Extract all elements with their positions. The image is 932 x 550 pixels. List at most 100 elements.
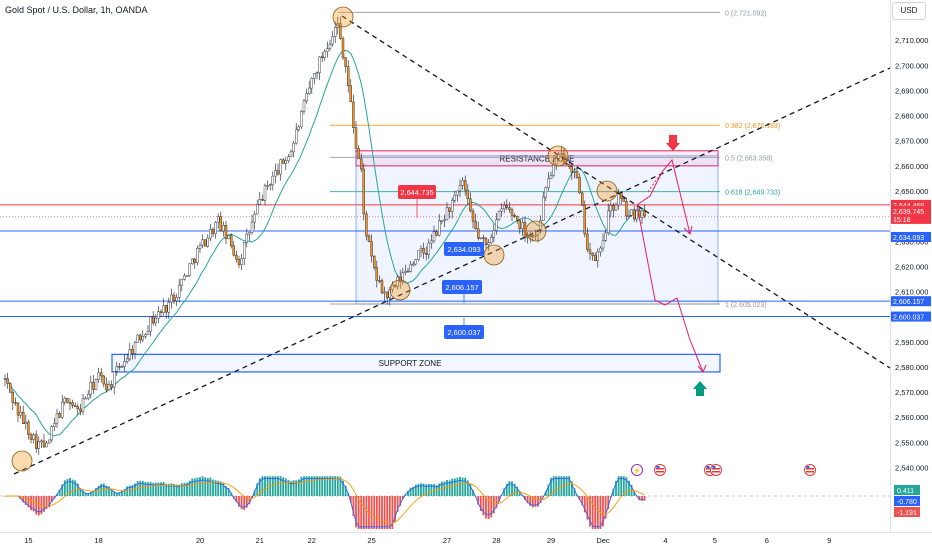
x-tick-label: 15	[24, 536, 32, 545]
candle-up	[419, 248, 423, 251]
macd-histogram-bar	[539, 496, 542, 503]
macd-histogram-bar	[245, 496, 248, 508]
macd-histogram-bar	[409, 487, 412, 496]
macd-histogram-bar	[24, 496, 27, 506]
macd-histogram-bar	[331, 476, 334, 496]
trendlines	[13, 15, 891, 475]
candle-up	[497, 210, 501, 220]
us-flag-canton	[806, 466, 810, 469]
macd-histogram-bar	[113, 491, 116, 496]
macd-histogram-bar	[544, 491, 547, 496]
macd-histogram-bar	[396, 496, 399, 513]
candle-down	[568, 164, 571, 168]
dotted-path	[647, 173, 663, 193]
y-tick-label: 2,570.000	[895, 388, 928, 397]
macd-histogram-bar	[464, 477, 467, 496]
price-axis-tag	[891, 205, 931, 224]
macd-histogram-bar	[121, 490, 123, 496]
macd-histogram-bar	[144, 481, 147, 496]
candle-up	[302, 100, 306, 112]
candle-up	[115, 366, 119, 372]
candle-up	[284, 160, 287, 164]
candle-up	[440, 220, 443, 222]
fib-label: 0 (2,721.092)	[725, 10, 767, 17]
price-annotation-text: 2,606.157	[445, 283, 478, 292]
candle-up	[313, 72, 316, 79]
macd-histogram-bar	[531, 496, 534, 508]
macd-histogram-bar	[378, 496, 381, 529]
macd-histogram-bar	[581, 496, 584, 506]
x-tick-label: 22	[308, 536, 316, 545]
candle-up	[461, 180, 464, 186]
macd-histogram-bar	[477, 496, 480, 505]
macd-histogram-bar	[518, 491, 521, 496]
candle-down	[591, 253, 594, 256]
candle-up	[24, 421, 27, 424]
price-annotation-box	[398, 185, 436, 199]
macd-value-tag	[894, 496, 920, 506]
candle-up	[55, 413, 59, 424]
currency-button[interactable]: USD	[892, 2, 926, 20]
macd-histogram-bar	[206, 477, 209, 496]
macd-pane: 0.411 -0.780 -1.191	[0, 476, 920, 529]
macd-histogram-bar	[492, 496, 495, 514]
candle-down	[66, 397, 69, 403]
candle-up	[97, 372, 100, 380]
candle-up	[107, 384, 111, 391]
macd-histogram-bar	[238, 496, 240, 507]
candle-up	[310, 78, 313, 89]
candle-down	[362, 168, 365, 215]
macd-histogram-bar	[594, 496, 597, 529]
candle-down	[471, 210, 475, 222]
macd-histogram-bar	[617, 476, 620, 496]
lightning-icon	[631, 464, 643, 476]
y-tick-label: 2,700.000	[895, 61, 928, 70]
swing-point-marker	[547, 145, 569, 167]
candle-up	[412, 263, 415, 266]
macd-histogram-bar	[196, 477, 199, 496]
candle-down	[35, 434, 38, 449]
candle-up	[490, 237, 493, 243]
macd-histogram-bar	[303, 476, 305, 496]
macd-histogram-bar	[383, 496, 386, 529]
macd-histogram-bar	[456, 477, 459, 496]
candle-up	[438, 220, 441, 236]
candle-up	[427, 242, 430, 255]
macd-histogram-bar	[362, 496, 365, 529]
macd-histogram-bar	[87, 493, 90, 496]
macd-histogram-bar	[394, 496, 396, 523]
macd-histogram-bar	[154, 482, 157, 496]
macd-histogram-bar	[217, 480, 220, 496]
macd-histogram-bar	[258, 478, 261, 496]
macd-histogram-bar	[89, 492, 92, 496]
macd-histogram-bar	[508, 481, 511, 496]
macd-histogram-bar	[183, 482, 186, 496]
macd-histogram-bar	[170, 483, 173, 496]
swing-point-marker	[483, 244, 505, 266]
macd-histogram-bar	[638, 496, 641, 501]
y-tick-label: 2,670.000	[895, 137, 928, 146]
macd-histogram-bar	[32, 496, 35, 512]
candle-up	[596, 251, 599, 262]
macd-histogram-bar	[453, 478, 456, 496]
x-tick-label: 4	[663, 536, 667, 545]
candle-up	[125, 358, 129, 362]
bearish-projection-path	[636, 204, 704, 373]
macd-histogram-bar	[490, 496, 493, 518]
macd-histogram-bar	[282, 477, 285, 496]
macd-histogram-bar	[427, 483, 430, 496]
macd-histogram-bar	[563, 476, 565, 496]
candle-down	[435, 231, 438, 236]
macd-histogram-bar	[503, 488, 506, 496]
candle-down	[516, 216, 519, 221]
candle-down	[27, 421, 30, 435]
sell-arrow-icon	[666, 135, 680, 151]
macd-histogram-bar	[615, 480, 617, 496]
macd-histogram-bar	[37, 496, 40, 516]
candle-up	[201, 239, 204, 246]
candle-up	[445, 207, 449, 221]
candle-up	[287, 156, 290, 162]
candle-up	[216, 216, 220, 223]
candle-up	[177, 284, 181, 298]
